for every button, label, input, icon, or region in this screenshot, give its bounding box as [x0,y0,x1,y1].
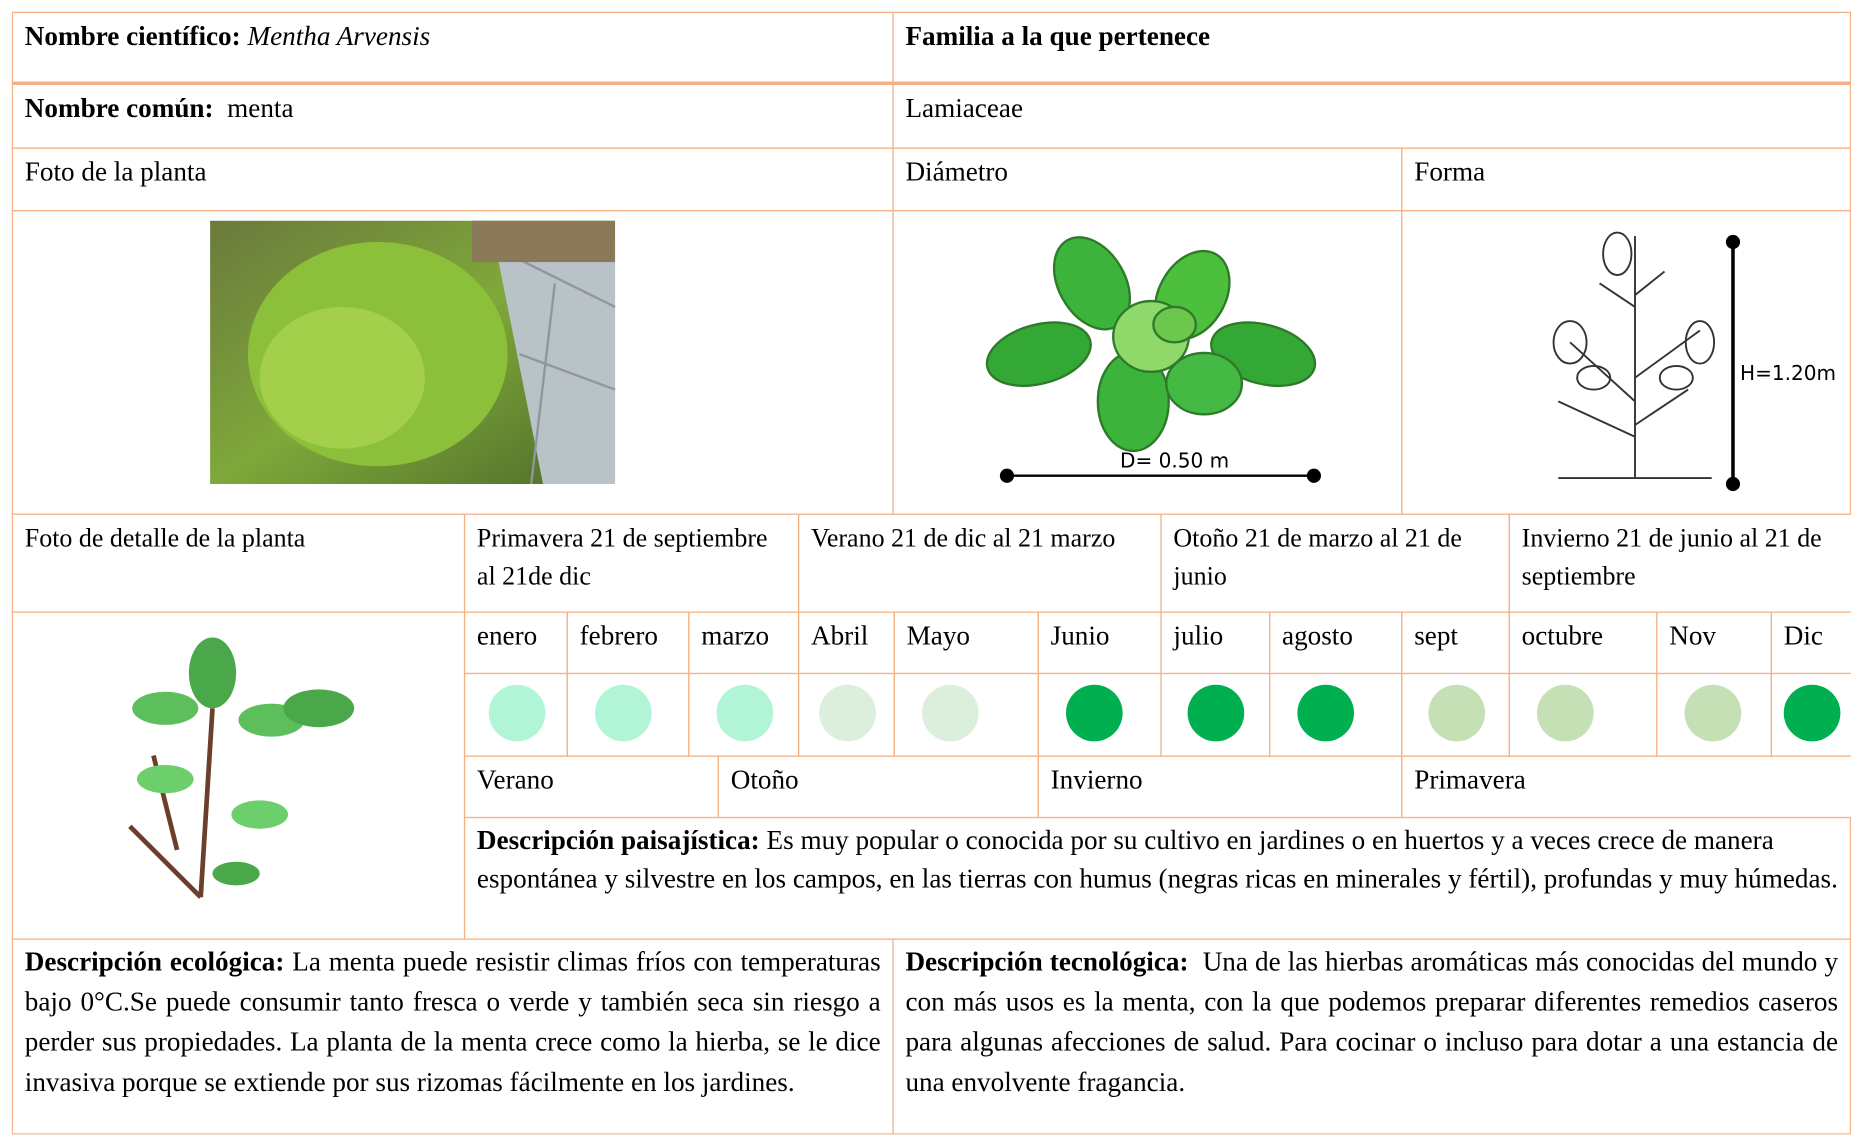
month-label: agosto [1269,611,1403,675]
month-dot-cell [798,672,895,757]
month-dot-cell [1160,672,1271,757]
label: Descripción paisajística: [476,825,760,855]
month-dot [1297,684,1355,742]
month-dot-cell [1770,672,1851,757]
family-cell: Lamiaceae [892,83,1851,149]
month-dot-cell [1401,672,1510,757]
month-dot-cell [893,672,1039,757]
month-label: octubre [1508,611,1658,675]
label: Nombre científico: [24,21,241,51]
value: Mentha Arvensis [247,21,431,51]
month-label: febrero [566,611,690,675]
value: menta [227,93,294,123]
shape-cell [1401,210,1851,515]
photo-cell [11,210,894,515]
month-dot-cell [688,672,800,757]
month-label: Abril [798,611,895,675]
label: Familia a la que pertenece [905,21,1211,51]
season-header: Invierno 21 de junio al 21 de septiembre [1508,513,1851,613]
season-footer: Otoño [717,755,1039,819]
detail-label: Foto de detalle de la planta [11,513,466,613]
diameter-cell [892,210,1403,515]
label: Nombre común: [24,93,214,123]
ecological-cell: Descripción ecológica: La menta puede re… [11,938,894,1135]
month-dot-cell [463,672,568,757]
month-dot [1187,684,1245,742]
month-dot-cell [1656,672,1772,757]
month-dot [818,684,876,742]
month-dot [1537,684,1594,742]
month-label: Junio [1037,611,1162,675]
month-label: julio [1160,611,1271,675]
season-footer: Primavera [1401,755,1851,819]
season-footer: Verano [463,755,719,819]
diameter-label: Diámetro [892,147,1403,212]
month-label: marzo [688,611,800,675]
scientific-cell: Nombre científico: Mentha Arvensis [11,11,894,85]
detail-photo-cell [11,611,466,940]
month-dot [1783,684,1841,742]
month-dot-cell [566,672,690,757]
month-label: Mayo [893,611,1039,675]
month-dot [715,684,773,742]
common-cell: Nombre común: menta [11,83,894,149]
month-label: Dic [1770,611,1851,675]
season-footer: Invierno [1037,755,1403,819]
shape-label: Forma [1401,147,1851,212]
label: Descripción tecnológica: [905,946,1189,977]
family-label-cell: Familia a la que pertenece [892,11,1851,85]
month-dot [1684,684,1742,742]
month-dot-cell [1508,672,1658,757]
month-dot [488,684,545,742]
month-dot [921,684,979,742]
month-dot [1065,684,1123,742]
label: Descripción ecológica: [24,946,285,977]
technological-cell: Descripción tecnológica: Una de las hier… [892,938,1851,1135]
month-dot [594,684,652,742]
month-label: Nov [1656,611,1772,675]
month-label: enero [463,611,568,675]
season-header: Primavera 21 de septiembre al 21de dic [463,513,800,613]
text: La menta puede resistir climas fríos con… [24,946,881,1097]
month-label: sept [1401,611,1510,675]
text: Una de las hierbas aromáticas más conoci… [905,946,1839,1097]
month-dot [1427,684,1485,742]
season-header: Verano 21 de dic al 21 marzo [798,513,1162,613]
photo-label: Foto de la planta [11,147,894,212]
season-header: Otoño 21 de marzo al 21 de junio [1160,513,1510,613]
landscape-cell: Descripción paisajística: Es muy popular… [463,816,1851,940]
text: Es muy popular o conocida por su cultivo… [476,825,1838,894]
month-dot-cell [1037,672,1162,757]
month-dot-cell [1269,672,1403,757]
